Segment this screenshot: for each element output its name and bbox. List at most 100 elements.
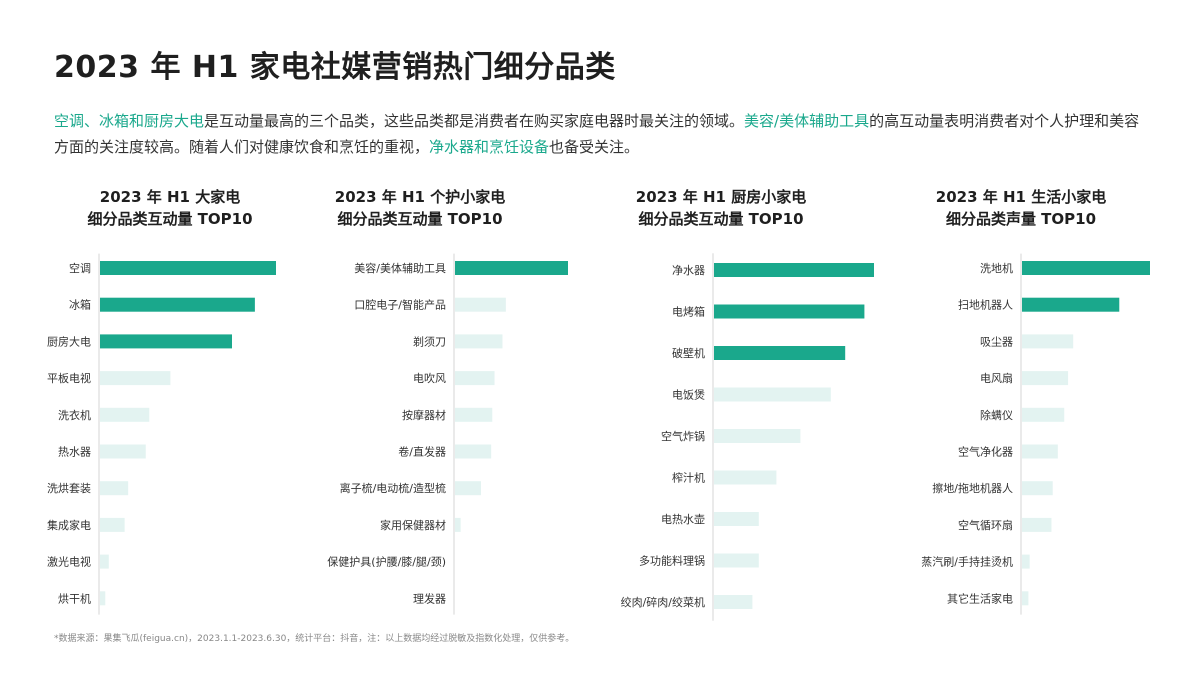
desc-text-3: 也备受关注。 [549,138,640,156]
bar [100,371,171,386]
category-label: 扫地机器人 [958,298,1013,312]
category-label: 电烤箱 [672,305,705,319]
category-label: 空气炸锅 [661,429,705,443]
bar-chart: 美容/美体辅助工具口腔电子/智能产品剃须刀电吹风按摩器材卷/直发器离子梳/电动梳… [327,253,568,615]
description: 空调、冰箱和厨房大电是互动量最高的三个品类，这些品类都是消费者在购买家庭电器时最… [54,108,1154,160]
bar [455,334,503,349]
category-label: 空气循环扇 [958,518,1013,532]
category-label: 理发器 [413,591,446,605]
chart-title: 2023 年 H1 个护小家电 细分品类互动量 TOP10 [305,186,535,230]
chart-title-line-2: 细分品类互动量 TOP10 [638,210,804,228]
bar [1022,481,1053,496]
category-label: 榨汁机 [672,471,705,485]
category-label: 擦地/拖地机器人 [932,481,1013,495]
category-label: 多功能料理锅 [639,554,705,568]
desc-text-1: 是互动量最高的三个品类，这些品类都是消费者在购买家庭电器时最关注的领域。 [204,112,745,130]
bar [100,334,232,349]
category-label: 家用保健器材 [380,518,446,532]
bar [714,595,753,609]
chart-panel-kitchen-small: 2023 年 H1 厨房小家电 细分品类互动量 TOP10 净水器电烤箱破壁机电… [606,186,874,621]
category-label: 蒸汽刷/手持挂烫机 [921,555,1013,569]
bar [714,387,831,402]
category-label: 洗衣机 [58,408,91,422]
category-label: 离子梳/电动梳/造型梳 [340,481,446,495]
category-label: 厨房大电 [47,334,91,348]
category-label: 除螨仪 [980,408,1013,422]
bar [100,481,129,496]
chart-title-line-1: 2023 年 H1 个护小家电 [334,188,506,206]
category-label: 净水器 [672,263,705,277]
category-label: 卷/直发器 [398,445,446,459]
bar-chart: 洗地机扫地机器人吸尘器电风扇除螨仪空气净化器擦地/拖地机器人空气循环扇蒸汽刷/手… [921,253,1150,615]
desc-text-2: 的高互动量表明消费者对个人护理和美容方面的关注度较高。随着人们对健康饮食和烹饪的… [54,112,1140,156]
bar [714,304,865,319]
bar [1022,407,1065,422]
chart-title: 2023 年 H1 大家电 细分品类互动量 TOP10 [55,186,285,230]
chart-title-line-1: 2023 年 H1 厨房小家电 [635,188,807,206]
category-label: 吸尘器 [980,335,1013,348]
category-label: 其它生活家电 [947,591,1013,605]
category-label: 平板电视 [47,371,91,385]
bar [100,591,106,606]
chart-panel-personal-care: 2023 年 H1 个护小家电 细分品类互动量 TOP10 美容/美体辅助工具口… [305,186,568,616]
bar [714,263,874,277]
bar [455,444,492,459]
bar [455,297,506,312]
bar [1022,554,1030,569]
chart-title: 2023 年 H1 厨房小家电 细分品类互动量 TOP10 [606,186,836,230]
category-label: 冰箱 [69,298,91,312]
bar [100,517,125,532]
category-label: 集成家电 [47,518,91,532]
chart-title-line-2: 细分品类声量 TOP10 [945,210,1097,228]
category-label: 电吹风 [413,372,446,385]
desc-highlight-1: 空调、冰箱和厨房大电 [54,112,205,130]
bar [455,407,493,422]
bar [1022,591,1029,606]
bar [714,429,801,443]
chart-title-line-1: 2023 年 H1 大家电 [99,188,241,206]
category-label: 电热水壶 [661,512,705,526]
category-label: 激光电视 [47,555,91,569]
bar [714,512,759,526]
footnote: *数据来源：果集飞瓜(feigua.cn)，2023.1.1-2023.6.30… [54,634,575,644]
category-label: 美容/美体辅助工具 [354,261,446,275]
chart-title-line-1: 2023 年 H1 生活小家电 [935,188,1107,206]
category-label: 烘干机 [58,591,91,605]
chart-title-line-2: 细分品类互动量 TOP10 [87,210,253,228]
category-label: 电饭煲 [672,389,705,402]
bar [1022,371,1069,386]
bar [100,554,109,569]
chart-panel-major-appliances: 2023 年 H1 大家电 细分品类互动量 TOP10 空调冰箱厨房大电平板电视… [47,186,315,616]
bar [1022,334,1074,349]
category-label: 洗地机 [980,261,1013,275]
category-label: 绞肉/碎肉/绞菜机 [621,595,705,609]
chart-title-line-2: 细分品类互动量 TOP10 [337,210,503,228]
bar [714,470,777,485]
desc-highlight-3: 净水器和烹饪设备 [429,138,550,156]
bar [714,553,759,568]
category-label: 口腔电子/智能产品 [354,298,446,312]
category-label: 洗烘套装 [47,481,91,495]
category-label: 空气净化器 [958,445,1013,459]
category-label: 剃须刀 [413,335,446,348]
desc-highlight-2: 美容/美体辅助工具 [744,112,870,130]
category-label: 热水器 [58,446,91,459]
bar [100,407,150,422]
bar [455,517,461,532]
bar [100,297,255,312]
category-label: 空调 [69,261,91,275]
bar [455,371,495,386]
chart-title: 2023 年 H1 生活小家电 细分品类声量 TOP10 [906,186,1136,230]
category-label: 按摩器材 [402,408,446,422]
bar [1022,517,1052,532]
category-label: 破壁机 [672,346,705,360]
bar [100,261,276,275]
bar [1022,444,1058,459]
category-label: 电风扇 [980,371,1013,385]
bar [455,261,568,275]
page-title: 2023 年 H1 家电社媒营销热门细分品类 [54,50,616,85]
chart-panel-living-small: 2023 年 H1 生活小家电 细分品类声量 TOP10 洗地机扫地机器人吸尘器… [906,186,1166,616]
category-label: 保健护具(护腰/膝/腿/颈) [327,555,446,569]
